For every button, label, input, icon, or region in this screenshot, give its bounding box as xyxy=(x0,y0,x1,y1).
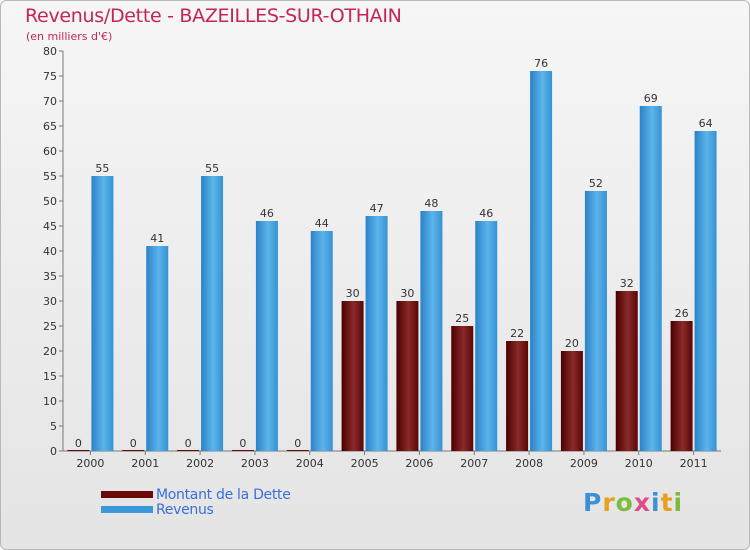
y-tick-label: 80 xyxy=(43,45,57,58)
logo-letter: i xyxy=(651,488,661,517)
chart-title: Revenus/Dette - BAZEILLES-SUR-OTHAIN xyxy=(25,5,402,27)
dette-value-label: 0 xyxy=(239,437,246,450)
dette-value-label: 30 xyxy=(346,287,360,300)
proxiti-logo: Proxiti xyxy=(583,488,683,517)
revenus-bar xyxy=(475,221,498,451)
revenus-value-label: 44 xyxy=(315,217,329,230)
x-tick-label: 2008 xyxy=(515,457,543,470)
dette-bar xyxy=(670,321,693,451)
revenus-value-label: 46 xyxy=(260,207,274,220)
x-tick-label: 2009 xyxy=(570,457,598,470)
revenus-bar xyxy=(530,71,553,451)
dette-bar xyxy=(451,326,474,451)
dette-value-label: 26 xyxy=(675,307,689,320)
revenus-bar xyxy=(201,176,224,451)
legend-item-revenus: Revenus xyxy=(101,501,291,518)
x-tick-label: 2011 xyxy=(680,457,708,470)
dette-value-label: 22 xyxy=(510,327,524,340)
dette-value-label: 30 xyxy=(400,287,414,300)
logo-letter: o xyxy=(615,488,634,517)
dette-value-label: 25 xyxy=(455,312,469,325)
y-tick-label: 10 xyxy=(43,395,57,408)
dette-value-label: 0 xyxy=(294,437,301,450)
dette-bar xyxy=(122,450,145,451)
legend-swatch-dette xyxy=(101,491,153,498)
y-tick-label: 70 xyxy=(43,95,57,108)
legend-label-revenus: Revenus xyxy=(156,501,214,518)
y-tick-label: 15 xyxy=(43,370,57,383)
y-tick-label: 60 xyxy=(43,145,57,158)
y-tick-label: 35 xyxy=(43,270,57,283)
revenus-bar xyxy=(146,246,169,451)
y-tick-label: 25 xyxy=(43,320,57,333)
chart-legend: Montant de la Dette Revenus xyxy=(101,486,291,518)
dette-bar xyxy=(560,351,583,451)
chart-subtitle: (en milliers d'€) xyxy=(26,30,113,43)
revenus-value-label: 46 xyxy=(479,207,493,220)
x-tick-label: 2004 xyxy=(296,457,324,470)
logo-letter: i xyxy=(673,488,684,517)
revenus-value-label: 48 xyxy=(424,197,438,210)
revenus-value-label: 64 xyxy=(699,117,713,130)
dette-value-label: 0 xyxy=(130,437,137,450)
revenus-bar xyxy=(255,221,278,451)
x-tick-label: 2002 xyxy=(186,457,214,470)
y-tick-label: 30 xyxy=(43,295,57,308)
y-tick-label: 45 xyxy=(43,220,57,233)
dette-bar xyxy=(286,450,309,451)
dette-bar xyxy=(506,341,529,451)
y-tick-label: 20 xyxy=(43,345,57,358)
revenus-bar xyxy=(639,106,662,451)
dette-value-label: 0 xyxy=(185,437,192,450)
x-tick-label: 2010 xyxy=(625,457,653,470)
dette-bar xyxy=(67,450,90,451)
revenus-value-label: 69 xyxy=(644,92,658,105)
revenus-value-label: 52 xyxy=(589,177,603,190)
x-tick-label: 2006 xyxy=(405,457,433,470)
y-tick-label: 55 xyxy=(43,170,57,183)
dette-bar xyxy=(341,301,364,451)
revenus-value-label: 55 xyxy=(95,162,109,175)
logo-letter: r xyxy=(602,488,616,517)
dette-bar xyxy=(396,301,419,451)
logo-letter: P xyxy=(583,488,603,517)
revenus-bar xyxy=(91,176,114,451)
revenus-bar xyxy=(420,211,443,451)
revenus-value-label: 55 xyxy=(205,162,219,175)
revenus-bar xyxy=(694,131,717,451)
dette-value-label: 20 xyxy=(565,337,579,350)
x-tick-label: 2005 xyxy=(351,457,379,470)
revenus-bar xyxy=(365,216,388,451)
revenus-value-label: 76 xyxy=(534,57,548,70)
revenus-bar xyxy=(584,191,607,451)
y-tick-label: 0 xyxy=(50,445,57,458)
x-tick-label: 2001 xyxy=(131,457,159,470)
legend-item-dette: Montant de la Dette xyxy=(101,486,291,503)
y-tick-label: 65 xyxy=(43,120,57,133)
x-tick-label: 2007 xyxy=(460,457,488,470)
x-tick-label: 2000 xyxy=(76,457,104,470)
dette-bar xyxy=(615,291,638,451)
revenus-bar xyxy=(310,231,333,451)
dette-bar xyxy=(177,450,200,451)
y-tick-label: 50 xyxy=(43,195,57,208)
revenus-value-label: 47 xyxy=(370,202,384,215)
logo-letter: x xyxy=(633,488,651,517)
legend-swatch-revenus xyxy=(101,506,153,513)
dette-value-label: 32 xyxy=(620,277,634,290)
x-tick-label: 2003 xyxy=(241,457,269,470)
revenus-value-label: 41 xyxy=(150,232,164,245)
y-tick-label: 40 xyxy=(43,245,57,258)
dette-bar xyxy=(231,450,254,451)
y-tick-label: 5 xyxy=(50,420,57,433)
logo-letter: t xyxy=(660,488,674,517)
legend-label-dette: Montant de la Dette xyxy=(156,486,291,503)
dette-value-label: 0 xyxy=(75,437,82,450)
y-tick-label: 75 xyxy=(43,70,57,83)
